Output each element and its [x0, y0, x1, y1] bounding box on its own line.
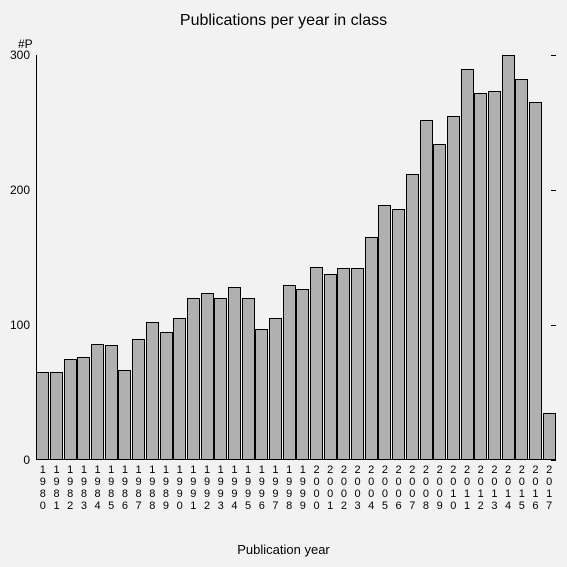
y-tick-label: 200: [10, 183, 36, 197]
y-tick-mark: [551, 55, 556, 56]
x-axis-title: Publication year: [0, 542, 567, 557]
bar: [255, 329, 268, 460]
x-tick-label: 1 9 8 1: [50, 460, 64, 512]
x-tick-label: 2 0 1 7: [542, 460, 556, 512]
bar: [242, 298, 255, 460]
x-tick-label: 2 0 0 9: [433, 460, 447, 512]
x-tick-label: 2 0 1 2: [474, 460, 488, 512]
x-tick-label: 2 0 1 3: [488, 460, 502, 512]
bar: [406, 174, 419, 460]
chart-container: Publications per year in class #P 010020…: [0, 0, 567, 567]
bar: [173, 318, 186, 460]
bar: [160, 332, 173, 460]
bar: [132, 339, 145, 461]
x-tick-label: 1 9 8 8: [145, 460, 159, 512]
y-tick-label: 100: [10, 318, 36, 332]
x-tick-label: 1 9 9 2: [200, 460, 214, 512]
bar: [228, 287, 241, 460]
y-tick-mark: [551, 190, 556, 191]
x-tick-label: 2 0 0 1: [323, 460, 337, 512]
x-tick-label: 1 9 9 0: [173, 460, 187, 512]
x-tick-label: 1 9 9 6: [255, 460, 269, 512]
y-tick-mark: [551, 325, 556, 326]
bar: [461, 69, 474, 461]
x-tick-label: 1 9 8 6: [118, 460, 132, 512]
bar: [351, 268, 364, 460]
bar: [474, 93, 487, 460]
bar: [77, 357, 90, 460]
x-tick-label: 1 9 9 5: [241, 460, 255, 512]
x-tick-label: 1 9 8 3: [77, 460, 91, 512]
x-tick-label: 2 0 0 7: [405, 460, 419, 512]
x-tick-label: 2 0 1 0: [447, 460, 461, 512]
x-tick-label: 1 9 8 7: [132, 460, 146, 512]
bar: [502, 55, 515, 460]
bar: [283, 285, 296, 461]
x-tick-label: 2 0 1 6: [529, 460, 543, 512]
x-tick-label: 2 0 0 4: [364, 460, 378, 512]
bar: [91, 344, 104, 460]
bar: [310, 267, 323, 460]
x-tick-label: 1 9 9 1: [187, 460, 201, 512]
bar: [64, 359, 77, 460]
x-tick-label: 2 0 0 5: [378, 460, 392, 512]
x-tick-label: 1 9 9 9: [296, 460, 310, 512]
bar: [324, 274, 337, 460]
bar: [187, 298, 200, 460]
bar: [515, 79, 528, 460]
bar: [488, 91, 501, 460]
x-tick-label: 2 0 1 5: [515, 460, 529, 512]
x-tick-label: 2 0 0 3: [351, 460, 365, 512]
bar: [36, 372, 49, 460]
x-tick-label: 2 0 1 4: [501, 460, 515, 512]
x-tick-label: 1 9 9 3: [214, 460, 228, 512]
y-tick-label: 300: [10, 48, 36, 62]
chart-title: Publications per year in class: [0, 12, 567, 30]
bar: [269, 318, 282, 460]
x-tick-label: 1 9 8 0: [36, 460, 50, 512]
x-tick-label: 1 9 9 8: [282, 460, 296, 512]
bar: [447, 116, 460, 460]
x-tick-label: 1 9 9 4: [228, 460, 242, 512]
bar: [118, 370, 131, 460]
bar: [146, 322, 159, 460]
bar: [105, 345, 118, 460]
x-tick-label: 2 0 0 8: [419, 460, 433, 512]
x-tick-label: 1 9 8 4: [91, 460, 105, 512]
x-tick-label: 1 9 9 7: [269, 460, 283, 512]
bar: [392, 209, 405, 460]
x-tick-label: 1 9 8 9: [159, 460, 173, 512]
x-tick-label: 1 9 8 2: [63, 460, 77, 512]
bar: [543, 413, 556, 460]
bar: [378, 205, 391, 460]
x-tick-label: 2 0 1 1: [460, 460, 474, 512]
bar: [50, 372, 63, 460]
plot-area: 0100200300 1 9 8 01 9 8 11 9 8 21 9 8 31…: [36, 55, 556, 460]
bar: [214, 298, 227, 460]
bar: [296, 289, 309, 460]
y-tick-label: 0: [23, 453, 36, 467]
x-tick-label: 1 9 8 5: [104, 460, 118, 512]
bar: [201, 293, 214, 460]
bar: [365, 237, 378, 460]
x-tick-label: 2 0 0 2: [337, 460, 351, 512]
bar: [433, 144, 446, 460]
bar: [420, 120, 433, 460]
bar: [337, 268, 350, 460]
x-tick-label: 2 0 0 6: [392, 460, 406, 512]
bar: [529, 102, 542, 460]
x-tick-label: 2 0 0 0: [310, 460, 324, 512]
